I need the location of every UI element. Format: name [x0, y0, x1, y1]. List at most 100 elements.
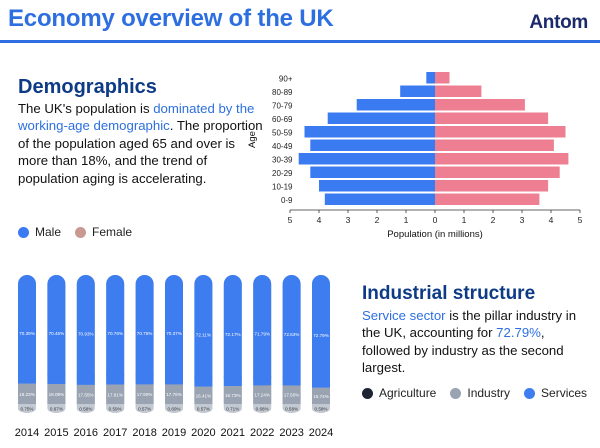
- male-bar: [400, 85, 435, 97]
- agriculture-bar-top: [194, 404, 213, 409]
- industry-bar: [194, 386, 213, 404]
- agriculture-value-label: 0.57%: [138, 407, 151, 412]
- legend-label-industry: Industry: [467, 386, 511, 400]
- services-bar-base: [312, 377, 330, 388]
- age-tick-label: 60-69: [272, 115, 293, 124]
- services-value-label: 71.79%: [254, 332, 270, 337]
- industry-bar: [47, 383, 66, 404]
- x-tick-label: 1: [462, 215, 467, 225]
- x-tick-label: 5: [578, 215, 583, 225]
- industry-bar: [253, 385, 272, 404]
- year-tick-label: 2015: [44, 427, 68, 439]
- female-bar: [435, 166, 560, 178]
- services-value-label: 70.45%: [49, 331, 65, 336]
- male-bar: [324, 193, 435, 205]
- demographics-text-part: . The proportion of the population aged …: [18, 118, 263, 186]
- services-bar-base: [47, 373, 66, 384]
- industry-value-label: 16.41%: [196, 393, 212, 398]
- agriculture-bar-top: [76, 404, 95, 409]
- agriculture-bar-top: [18, 404, 36, 409]
- services-value-label: 70.76%: [107, 331, 123, 336]
- x-tick-label: 0: [433, 215, 438, 225]
- legend-item-industry: Industry: [450, 386, 510, 400]
- industry-value-label: 18.23%: [19, 392, 35, 397]
- year-tick-label: 2022: [250, 427, 274, 439]
- industry-bar: [165, 384, 183, 404]
- industry-text-part: , followed by industry as the second lar…: [362, 325, 564, 376]
- male-bar: [304, 126, 435, 138]
- services-bar-base: [223, 376, 242, 387]
- services-bar: [282, 275, 301, 386]
- year-tick-label: 2016: [74, 427, 98, 439]
- year-tick-label: 2020: [191, 427, 215, 439]
- agriculture-bar-top: [47, 404, 66, 409]
- male-bar: [327, 112, 435, 124]
- title-rule: [0, 40, 600, 43]
- x-tick-label: 1: [404, 215, 409, 225]
- agriculture-value-label: 0.58%: [314, 407, 327, 412]
- male-dot-icon: [18, 226, 29, 238]
- services-bar: [106, 275, 125, 385]
- brand-logo: Antom: [529, 12, 588, 33]
- legend-item-male: Male: [18, 225, 61, 239]
- y-axis-label: Age: [247, 131, 258, 148]
- female-bar: [435, 85, 482, 97]
- industry-bar: [312, 387, 330, 404]
- year-tick-label: 2021: [221, 427, 245, 439]
- male-bar: [319, 180, 435, 192]
- female-bar: [435, 180, 549, 192]
- age-tick-label: 50-59: [272, 129, 293, 138]
- services-bar-base: [194, 376, 213, 387]
- industry-legend: Agriculture Industry Services: [362, 386, 600, 400]
- legend-label-services: Services: [541, 386, 588, 400]
- agriculture-value-label: 0.71%: [226, 407, 239, 412]
- agriculture-value-label: 0.68%: [256, 407, 269, 412]
- year-tick-label: 2017: [103, 427, 127, 439]
- year-tick-label: 2023: [279, 427, 303, 439]
- female-bar: [435, 99, 525, 111]
- services-bar: [135, 275, 154, 385]
- agriculture-value-label: 0.58%: [285, 407, 298, 412]
- legend-label-male: Male: [35, 225, 62, 239]
- industry-heading: Industrial structure: [362, 283, 536, 304]
- services-bar-base: [282, 375, 301, 386]
- legend-item-female: Female: [75, 225, 132, 239]
- agriculture-value-label: 0.67%: [50, 407, 63, 412]
- industry-text: Service sector is the pillar industry in…: [362, 307, 592, 377]
- industry-bar: [135, 384, 154, 404]
- industry-text-highlight: Service sector: [362, 308, 446, 323]
- services-bar-base: [135, 374, 154, 385]
- female-bar: [435, 126, 566, 138]
- industry-text-highlight: 72.79%: [496, 325, 541, 341]
- female-bar: [435, 139, 554, 151]
- age-tick-label: 80-89: [272, 88, 293, 97]
- age-tick-label: 10-19: [272, 183, 293, 192]
- age-tick-label: 20-29: [272, 169, 293, 178]
- age-tick-label: 30-39: [272, 156, 293, 165]
- services-bar-base: [253, 375, 272, 386]
- male-bar: [310, 166, 435, 178]
- legend-item-services: Services: [524, 386, 587, 400]
- agriculture-bar-top: [282, 404, 301, 409]
- agriculture-bar-top: [253, 404, 272, 409]
- population-pyramid-chart: 90+80-8970-7960-6950-5940-4930-3920-2910…: [247, 72, 583, 240]
- industry-bar: [76, 384, 95, 404]
- agriculture-value-label: 0.59%: [109, 407, 122, 412]
- services-bar: [76, 275, 95, 385]
- age-tick-label: 40-49: [272, 142, 293, 151]
- industry-value-label: 17.90%: [137, 392, 153, 397]
- industry-value-label: 17.50%: [284, 393, 300, 398]
- services-bar-base: [165, 374, 183, 385]
- agriculture-value-label: 0.75%: [20, 407, 33, 412]
- services-bar-base: [76, 374, 95, 385]
- demographics-text-highlight: dominated by the working-age demographic: [18, 101, 255, 134]
- agriculture-value-label: 0.58%: [79, 407, 92, 412]
- male-bar: [426, 72, 435, 84]
- services-value-label: 70.39%: [19, 331, 35, 336]
- page-title: Economy overview of the UK: [8, 5, 334, 32]
- female-bar: [435, 193, 540, 205]
- industry-value-label: 17.24%: [254, 393, 270, 398]
- services-bar-base: [18, 373, 36, 384]
- year-tick-label: 2024: [309, 427, 333, 439]
- industry-bar: [282, 385, 301, 404]
